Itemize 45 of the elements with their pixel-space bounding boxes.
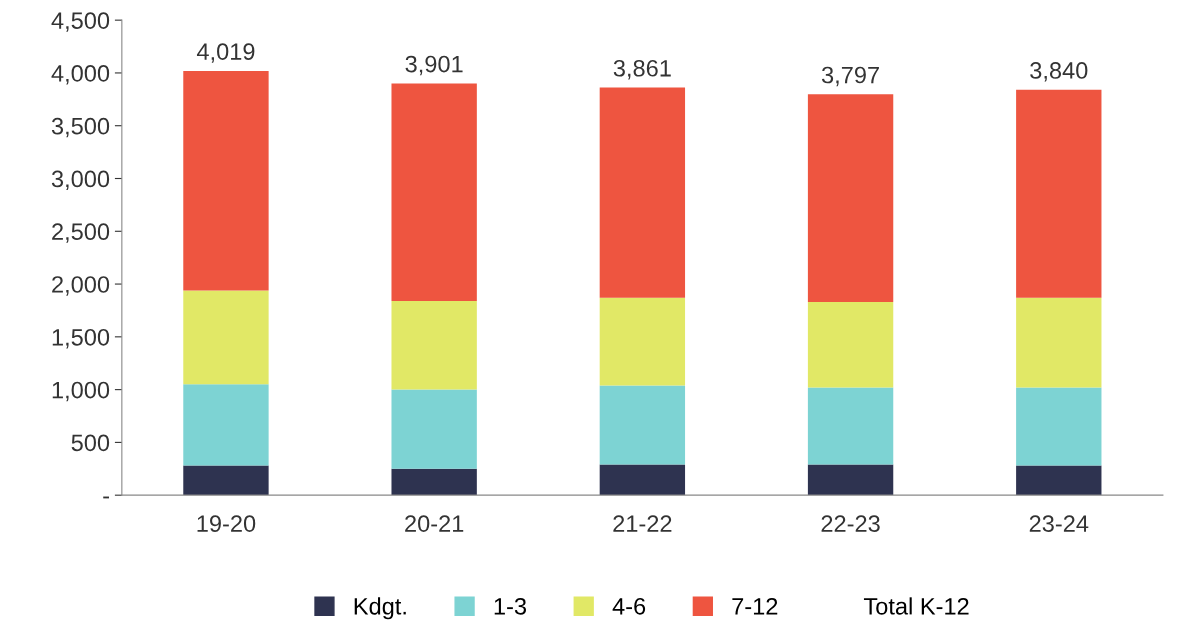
bar	[391, 300, 477, 390]
x-tick-label: 21-22	[613, 515, 672, 532]
bar	[599, 464, 686, 496]
total-label: 4,019	[196, 43, 255, 63]
bar	[807, 302, 894, 388]
y-tick-label: 4,000	[51, 65, 110, 85]
y-tick-label: 500	[71, 434, 110, 452]
y-tick-label: 3,000	[51, 170, 110, 191]
bar	[599, 385, 686, 465]
x-tick-label: 20-21	[405, 515, 464, 532]
total-label: 3,861	[613, 59, 671, 80]
x-tick-label: 23-24	[1029, 515, 1089, 532]
legend-label: 4-6	[612, 597, 646, 615]
bar	[1016, 89, 1102, 298]
bar	[1016, 387, 1102, 466]
total-label: 3,797	[821, 66, 879, 87]
bar	[391, 83, 477, 301]
y-tick-label: 1,500	[52, 328, 110, 349]
y-tick-label: -	[103, 496, 109, 499]
bar	[183, 384, 269, 466]
bar	[391, 389, 477, 469]
legend-label: 7-12	[732, 597, 778, 615]
bar	[1016, 297, 1102, 388]
total-label: 3,840	[1030, 62, 1088, 82]
bar	[807, 464, 894, 496]
bar	[599, 297, 686, 386]
bar	[599, 87, 686, 298]
legend-label: Kdgt.	[354, 597, 406, 620]
bar	[1016, 465, 1102, 496]
bar	[807, 387, 894, 465]
y-tick-label: 3,500	[51, 117, 110, 138]
legend-label: 1-3	[494, 597, 527, 615]
y-tick-label: 4,500	[51, 12, 110, 32]
total-label: 3,901	[405, 55, 463, 76]
x-tick-label: 22-23	[821, 515, 880, 532]
bar	[391, 468, 477, 496]
y-tick-label: 2,500	[52, 223, 110, 243]
text: Total K-12	[863, 597, 969, 615]
bar	[183, 70, 269, 291]
bar	[183, 290, 269, 385]
y-tick-label: 2,000	[52, 276, 110, 296]
bar	[807, 94, 894, 303]
bar	[183, 465, 269, 496]
y-tick-label: 1,000	[52, 381, 110, 402]
x-tick-label: 19-20	[197, 515, 256, 532]
